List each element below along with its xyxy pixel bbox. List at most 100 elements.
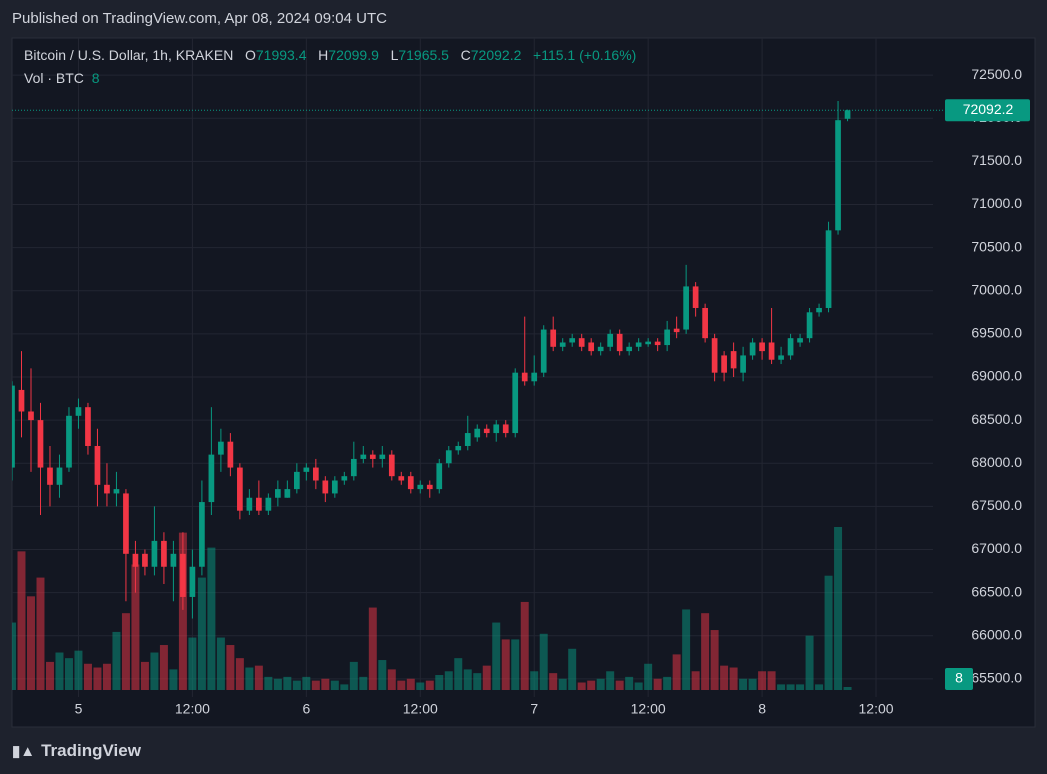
- candle-body: [692, 286, 699, 308]
- volume-bar: [55, 652, 64, 690]
- candle-body: [531, 372, 538, 382]
- volume-bar: [444, 671, 453, 690]
- candle-body: [436, 463, 443, 490]
- candle-body: [787, 338, 794, 356]
- volume-bar: [748, 678, 757, 690]
- volume-bar: [340, 684, 349, 690]
- volume-bar: [378, 660, 387, 690]
- volume-bar: [36, 577, 45, 690]
- y-tick-label: 68500.0: [971, 411, 1022, 427]
- volume-bar: [682, 609, 691, 690]
- candle-body: [28, 411, 34, 421]
- last-price-label: 72092.2: [963, 101, 1014, 117]
- volume-bar: [169, 669, 178, 690]
- candle-body: [835, 120, 841, 231]
- volume-bar: [834, 527, 843, 690]
- volume-bar: [701, 613, 710, 690]
- candle-body: [208, 454, 215, 503]
- volume-tag: [945, 668, 973, 691]
- volume-bar: [843, 687, 852, 690]
- volume-bar: [777, 684, 786, 690]
- volume-bar: [739, 678, 748, 690]
- candle-body: [18, 389, 25, 412]
- volume-bar: [530, 671, 539, 690]
- volume-bar: [644, 663, 653, 690]
- y-tick-label: 69500.0: [971, 325, 1022, 341]
- volume-bar: [596, 678, 605, 690]
- volume-bar: [17, 551, 26, 690]
- volume-bar: [27, 596, 35, 690]
- volume-bar: [102, 663, 111, 690]
- volume-bar: [387, 669, 396, 690]
- x-tick-label: 12:00: [631, 701, 666, 717]
- volume-bar: [492, 622, 501, 690]
- candle-body: [512, 372, 519, 434]
- candle-body: [161, 540, 167, 567]
- candle-body: [170, 553, 177, 567]
- candle-body: [199, 502, 205, 567]
- volume-bar: [159, 645, 168, 690]
- volume-bar: [634, 682, 643, 690]
- volume-bar: [131, 564, 140, 690]
- candle-body: [559, 342, 566, 347]
- candle-body: [844, 110, 851, 119]
- grid: [12, 38, 933, 697]
- volume-bar: [758, 671, 767, 690]
- candle-body: [47, 467, 53, 485]
- volume-bar: [549, 673, 558, 690]
- volume-bar: [64, 658, 73, 690]
- volume-bar: [245, 667, 254, 690]
- volume-bar: [691, 671, 700, 690]
- volume-bar: [235, 658, 244, 690]
- volume-bar: [786, 684, 795, 690]
- candle-body: [331, 480, 338, 494]
- open-label: O: [244, 47, 256, 63]
- volume-bar: [302, 676, 311, 690]
- candle-body: [426, 484, 433, 490]
- volume-bar: [349, 661, 358, 690]
- volume-bar: [520, 601, 529, 690]
- candle-body: [104, 484, 110, 494]
- candle-body: [759, 342, 765, 352]
- volume-bar: [121, 613, 130, 690]
- volume-bar: [140, 661, 149, 690]
- candle-body: [85, 407, 91, 446]
- volume-bar: [197, 577, 206, 690]
- candle-body: [768, 342, 775, 360]
- volume-bar: [767, 671, 776, 690]
- x-tick-label: 7: [530, 701, 538, 717]
- candle-body: [664, 329, 670, 346]
- candle-body: [407, 476, 414, 490]
- volume-bar: [501, 639, 510, 690]
- candle-body: [588, 342, 595, 352]
- volume-bar: [368, 607, 377, 690]
- volume-bar: [416, 682, 425, 690]
- x-tick-label: 5: [75, 701, 83, 717]
- volume-bar: [12, 622, 16, 690]
- close-label: C: [460, 47, 471, 63]
- x-tick-label: 12:00: [859, 701, 894, 717]
- candle-body: [123, 493, 129, 554]
- candle-body: [180, 553, 186, 597]
- volume-bar: [178, 532, 187, 690]
- volume-bar: [406, 678, 415, 690]
- candle-body: [360, 454, 367, 459]
- volume-bar: [615, 680, 624, 690]
- volume-bar: [729, 667, 738, 690]
- candle-body: [388, 454, 395, 477]
- candle-body: [284, 489, 291, 498]
- axes: 65500.0 66000.0 66500.0 67000.0 67500.0 68000…: [12, 66, 1030, 717]
- volume-bar: [539, 633, 548, 690]
- y-tick-label: 69000.0: [971, 368, 1022, 384]
- candle-body: [540, 329, 547, 373]
- candle-body: [616, 333, 623, 352]
- candle-body: [721, 355, 727, 373]
- candle-body: [474, 428, 481, 438]
- candle-body: [740, 355, 746, 373]
- candle-body: [322, 480, 329, 494]
- candle-body: [825, 230, 832, 308]
- y-tick-label: 66000.0: [971, 626, 1022, 642]
- volume-bar: [577, 682, 586, 690]
- volume-bar: [796, 684, 805, 690]
